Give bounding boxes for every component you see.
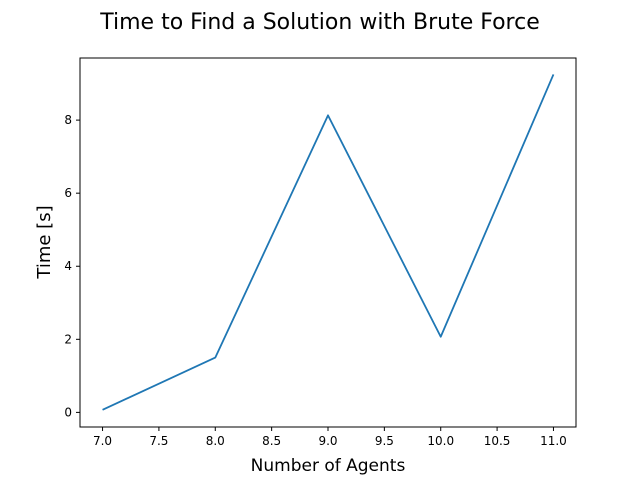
x-axis-label: Number of Agents [251, 456, 406, 476]
y-tick-label: 4 [64, 259, 72, 273]
y-tick-label: 2 [64, 332, 72, 346]
x-axis: 7.0 7.5 8.0 8.5 9.0 9.5 10.0 10.5 11.0 [93, 427, 567, 448]
y-axis-label: Time [s] [34, 205, 55, 279]
x-tick-label: 8.0 [206, 434, 225, 448]
chart-title: Time to Find a Solution with Brute Force [99, 10, 540, 35]
x-tick-label: 8.5 [262, 434, 281, 448]
y-tick-label: 0 [64, 405, 72, 419]
x-tick-label: 9.0 [318, 434, 337, 448]
x-tick-label: 7.5 [149, 434, 168, 448]
y-axis: 0 2 4 6 8 [64, 113, 80, 419]
series-line [102, 74, 555, 411]
y-tick-label: 6 [64, 186, 72, 200]
x-tick-label: 7.0 [93, 434, 112, 448]
x-tick-label: 10.5 [484, 434, 511, 448]
x-tick-label: 11.0 [540, 434, 567, 448]
axes-frame [79, 57, 577, 428]
series-layer [102, 74, 555, 411]
x-tick-label: 9.5 [375, 434, 394, 448]
y-tick-label: 8 [64, 113, 72, 127]
x-tick-label: 10.0 [427, 434, 454, 448]
plot-area: 7.0 7.5 8.0 8.5 9.0 9.5 10.0 10.5 11.0 0 2 4 6 8 [64, 57, 577, 448]
